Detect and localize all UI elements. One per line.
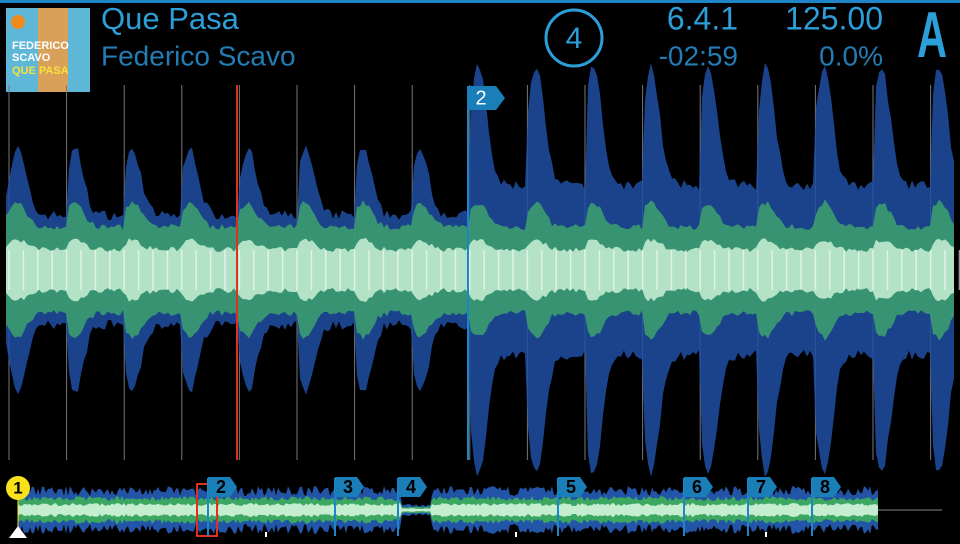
album-art: FEDERICO SCAVO QUE PASA [6, 8, 90, 92]
overview-high [18, 503, 878, 517]
cue-label: 5 [566, 477, 576, 497]
cue-label: 4 [406, 477, 416, 497]
cue-flag [208, 477, 237, 497]
overview-waveform: 1 2 3 4 5 6 7 8 [6, 476, 942, 538]
deck-number-ring [544, 8, 604, 68]
start-marker [9, 526, 27, 538]
beat-position: 6.4.1 [667, 0, 738, 36]
cue-flag [684, 477, 713, 497]
cue-label: 8 [820, 477, 830, 497]
cue-marker [6, 476, 30, 500]
cue-flag [467, 86, 505, 110]
deck-number: 4 [566, 22, 583, 55]
remaining-time: -02:59 [659, 40, 738, 71]
album-art-text: SCAVO [12, 52, 51, 64]
cue-flag [812, 477, 841, 497]
cue-label: 6 [692, 477, 702, 497]
cue-label: 3 [343, 477, 353, 497]
cue-flag [335, 477, 364, 497]
cue-flag [398, 477, 427, 497]
album-art-text: QUE PASA [12, 65, 69, 77]
deck-letter: A [917, 0, 947, 71]
album-art-logo [11, 15, 25, 29]
cue-label: 1 [13, 478, 22, 497]
track-title: Que Pasa [101, 1, 240, 36]
cue-flag [558, 477, 587, 497]
cue-label: 7 [756, 477, 766, 497]
top-bar [0, 0, 960, 3]
pitch: 0.0% [819, 40, 883, 71]
cue-label: 2 [216, 477, 226, 497]
wave-high [6, 238, 954, 302]
album-art-text: FEDERICO [12, 40, 69, 52]
main-waveform: 2 [6, 62, 960, 478]
track-artist: Federico Scavo [101, 40, 296, 71]
cue-flag [748, 477, 777, 497]
cue-label: 2 [475, 87, 486, 109]
album-art-figure [38, 8, 68, 92]
bpm: 125.00 [785, 0, 883, 36]
